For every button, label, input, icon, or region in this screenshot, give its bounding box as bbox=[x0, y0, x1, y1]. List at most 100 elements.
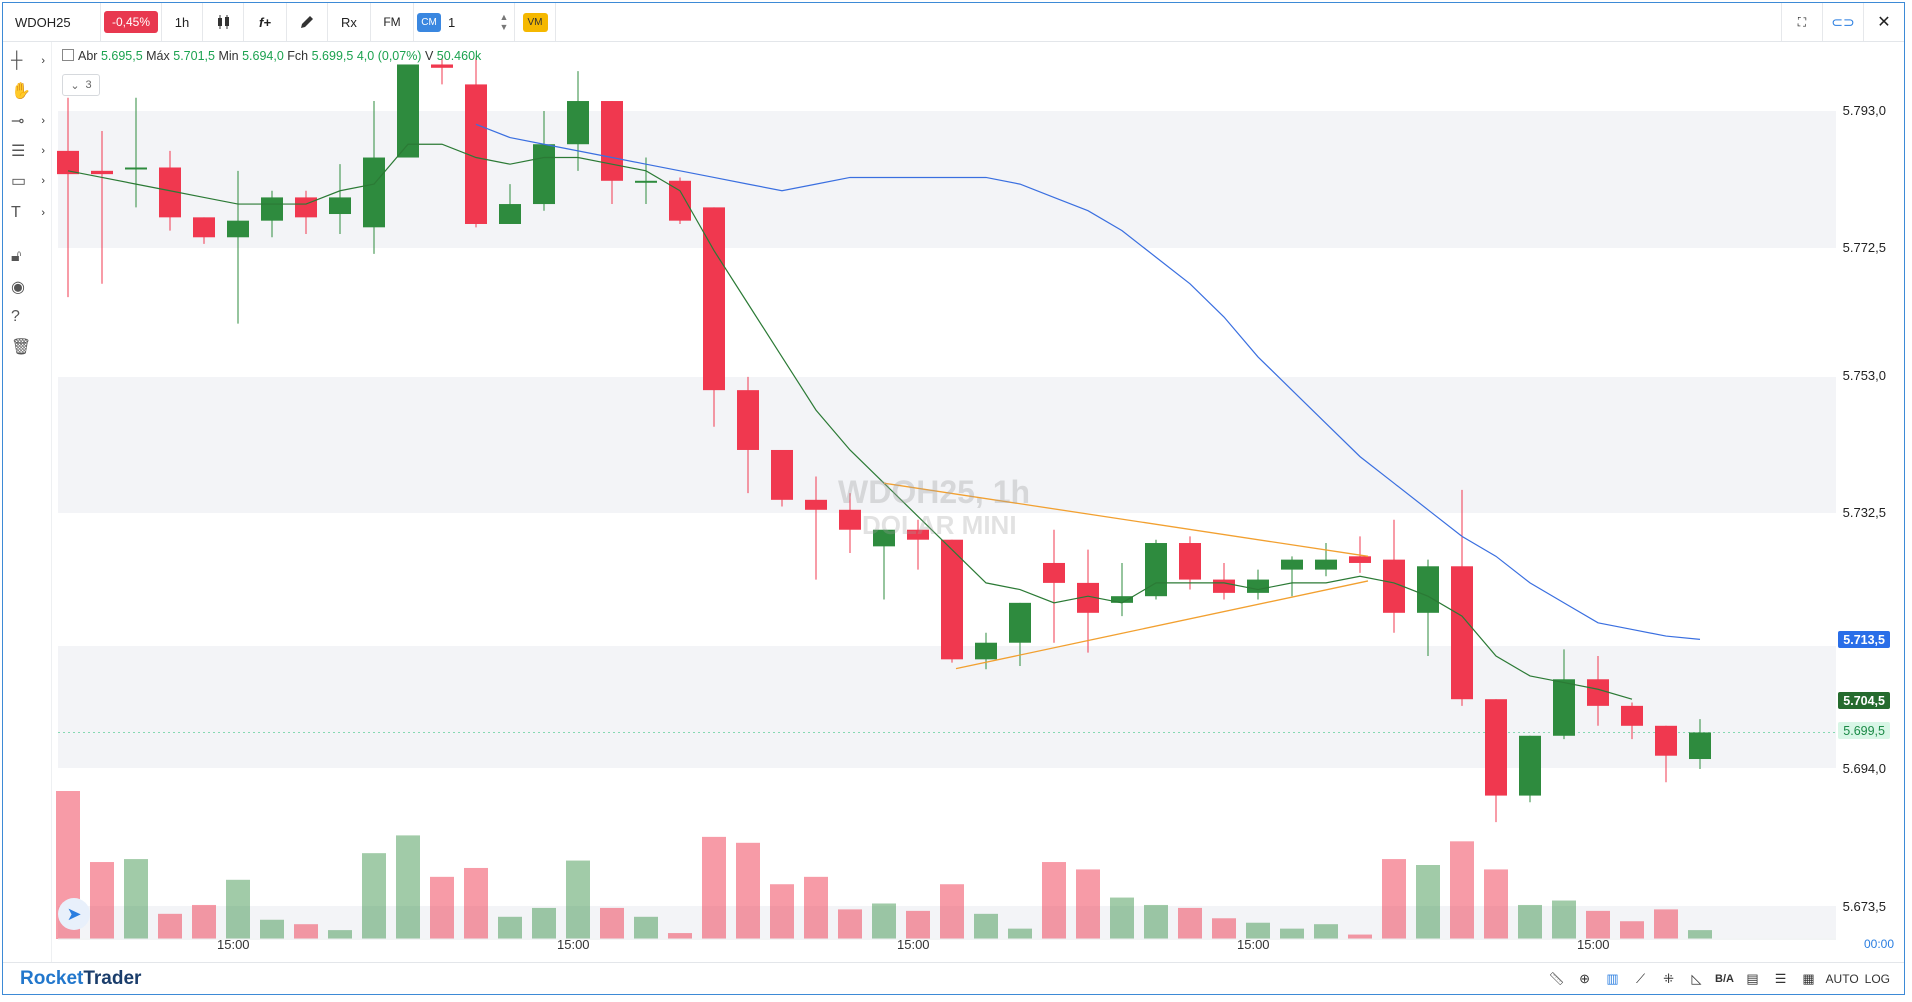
volume-value: 50.460k bbox=[436, 49, 482, 63]
crosshair-tool[interactable]: ┼ › bbox=[11, 50, 45, 72]
indicator-count: 3 bbox=[85, 79, 92, 91]
trend-line-icon: ⊸ bbox=[11, 113, 25, 130]
symbol-selector[interactable]: WDOH25 bbox=[3, 3, 101, 41]
quantity-input[interactable]: 1 bbox=[448, 14, 456, 30]
volume-bar bbox=[566, 860, 590, 939]
time-axis-label: 15:00 bbox=[217, 937, 250, 952]
indicator-collapse-button[interactable]: ⌄ 3 bbox=[62, 74, 100, 96]
candle-body bbox=[1553, 679, 1575, 736]
volume-bar bbox=[90, 862, 114, 939]
price-axis-label: 5.753,0 bbox=[1842, 368, 1886, 383]
drawing-tools-button[interactable] bbox=[287, 3, 328, 41]
volume-bar bbox=[1280, 928, 1304, 939]
candle-body bbox=[227, 220, 249, 238]
cm-button[interactable]: CM bbox=[417, 12, 441, 32]
candlestick-icon bbox=[218, 15, 229, 29]
help-icon: ? bbox=[11, 308, 20, 325]
candle-body bbox=[1451, 566, 1473, 700]
shape-tool[interactable]: ▭ › bbox=[11, 170, 45, 192]
candle-body bbox=[1213, 579, 1235, 593]
background-band bbox=[58, 377, 1836, 513]
pan-tool[interactable]: ✋ bbox=[11, 80, 45, 102]
area-chart-icon[interactable]: ◺ bbox=[1691, 971, 1702, 986]
fullscreen-button[interactable]: ⛶ bbox=[1781, 3, 1822, 41]
candle-body bbox=[1485, 699, 1507, 796]
volume-bar bbox=[328, 930, 352, 939]
fm-button[interactable]: FM bbox=[371, 3, 414, 41]
delete-tool[interactable]: 🗑︎ bbox=[11, 336, 45, 358]
navigate-button[interactable]: ➤ bbox=[58, 898, 90, 930]
fib-tool[interactable]: ☰ › bbox=[11, 140, 45, 162]
auto-scale-button[interactable]: AUTO bbox=[1825, 972, 1859, 986]
volume-bar bbox=[634, 916, 658, 939]
ba-button[interactable]: B/A bbox=[1715, 973, 1734, 985]
bar-chart-icon[interactable]: ▥ bbox=[1606, 971, 1619, 986]
volume-bar bbox=[1382, 859, 1406, 939]
chevron-down-icon[interactable]: ▼ bbox=[499, 22, 509, 32]
chevron-up-icon[interactable]: ▲ bbox=[499, 12, 509, 22]
volume-bar bbox=[1008, 928, 1032, 939]
max-label: Máx bbox=[146, 49, 170, 63]
volume-bar bbox=[396, 835, 420, 939]
visibility-tool[interactable]: ◉ bbox=[11, 276, 45, 298]
min-value: 5.694,0 bbox=[242, 49, 284, 63]
volume-bar bbox=[1416, 865, 1440, 939]
log-scale-button[interactable]: LOG bbox=[1864, 972, 1890, 986]
candle-body bbox=[431, 64, 453, 68]
close-button[interactable]: ✕ bbox=[1863, 3, 1904, 41]
chevron-down-icon: ⌄ bbox=[70, 79, 80, 92]
rx-button[interactable]: Rx bbox=[328, 3, 371, 41]
ruler-icon[interactable]: 📏︎ bbox=[1548, 971, 1565, 986]
candle-body bbox=[397, 64, 419, 158]
chevron-right-icon: › bbox=[41, 145, 45, 157]
volume-bar bbox=[1552, 900, 1576, 939]
ma-short-line bbox=[67, 143, 1633, 700]
candle-type-button[interactable] bbox=[203, 3, 244, 41]
list-icon[interactable]: ☰ bbox=[1774, 971, 1787, 986]
indicators-button[interactable]: f+ bbox=[244, 3, 287, 41]
book-icon[interactable]: ▤ bbox=[1746, 971, 1759, 986]
legend-collapse-toggle[interactable] bbox=[62, 49, 74, 61]
chevron-right-icon: › bbox=[41, 55, 45, 67]
lock-tool[interactable]: 🔓︎ bbox=[11, 246, 45, 268]
volume-bar bbox=[1484, 869, 1508, 939]
volume-bar bbox=[226, 879, 250, 939]
candle-body bbox=[1315, 559, 1337, 570]
link-button[interactable]: ⊂⊃ bbox=[1822, 3, 1863, 41]
grid-icon[interactable]: ⁜ bbox=[1663, 971, 1674, 986]
trendline-lower bbox=[955, 580, 1369, 670]
volume-bar bbox=[906, 910, 930, 939]
watermark-name: DOLAR MINI bbox=[862, 510, 1017, 540]
variation-pct: (0,07%) bbox=[377, 49, 422, 63]
window-controls: ⛶ ⊂⊃ ✕ bbox=[1781, 3, 1904, 41]
volume-bar bbox=[260, 919, 284, 939]
candle-body bbox=[635, 180, 657, 183]
table-icon[interactable]: ▦ bbox=[1802, 971, 1815, 986]
bottom-toolbar: 📏︎ ⊕ ▥ ⟋ ⁜ ◺ B/A ▤ ☰ ▦ AUTO LOG bbox=[1546, 963, 1890, 995]
zoom-icon[interactable]: ⊕ bbox=[1579, 971, 1590, 986]
status-bar: RocketTrader 📏︎ ⊕ ▥ ⟋ ⁜ ◺ B/A ▤ ☰ ▦ AUTO… bbox=[3, 962, 1904, 995]
help-tool[interactable]: ? bbox=[11, 306, 45, 328]
candle-body bbox=[1383, 559, 1405, 613]
text-tool[interactable]: T › bbox=[11, 202, 45, 224]
vm-button-wrap: VM bbox=[515, 3, 556, 41]
candle-body bbox=[601, 101, 623, 181]
chevron-right-icon: › bbox=[41, 207, 45, 219]
change-badge: -0,45% bbox=[103, 11, 159, 33]
quantity-stepper[interactable]: ▲ ▼ bbox=[494, 3, 515, 41]
candle-body bbox=[703, 207, 725, 391]
volume-bar bbox=[1654, 909, 1678, 939]
candle-body bbox=[1587, 679, 1609, 706]
candle-body bbox=[329, 197, 351, 215]
timeframe-button[interactable]: 1h bbox=[162, 3, 203, 41]
text-icon: T bbox=[11, 204, 21, 221]
rectangle-icon: ▭ bbox=[11, 173, 27, 190]
time-axis-label: 15:00 bbox=[897, 937, 930, 952]
navigation-arrow-icon: ➤ bbox=[66, 903, 82, 924]
line-tool[interactable]: ⊸ › bbox=[11, 110, 45, 132]
line-chart-icon[interactable]: ⟋ bbox=[1635, 971, 1646, 986]
vm-button[interactable]: VM bbox=[522, 12, 548, 32]
volume-bar bbox=[1212, 918, 1236, 939]
